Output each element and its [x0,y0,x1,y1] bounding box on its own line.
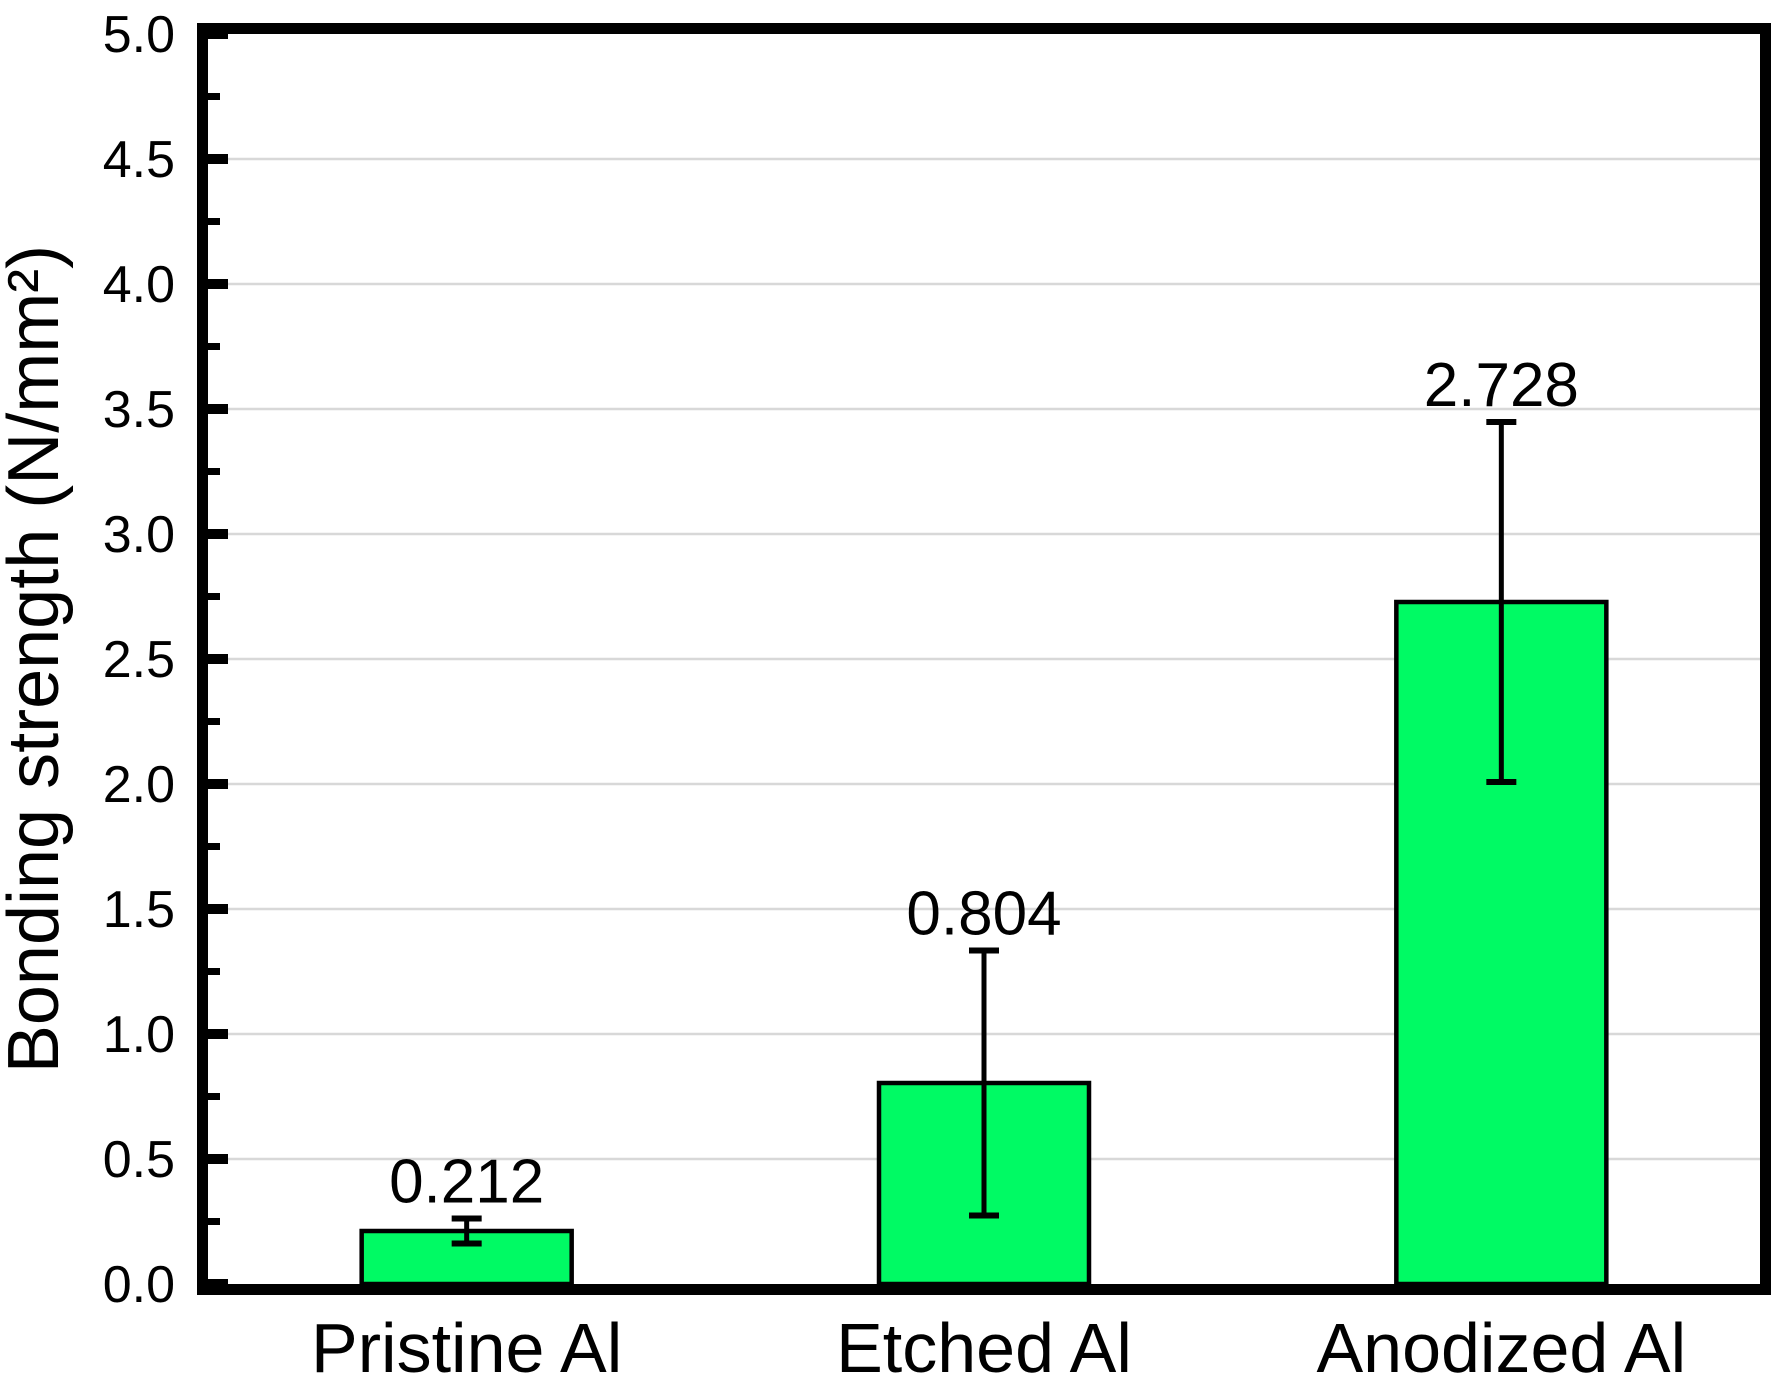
x-axis-category-labels: Pristine Al Etched Al Anodized Al [311,1309,1686,1387]
y-tick-label-2.0: 2.0 [103,756,175,814]
error-bars [451,419,1517,1247]
value-label-pristine-al: 0.212 [389,1148,544,1217]
plot-frame [197,23,1771,1295]
y-tick-label-3.5: 3.5 [103,381,175,439]
y-tick-label-3.0: 3.0 [103,506,175,564]
error-bar-anodized-al [1486,419,1517,785]
y-tick-label-4.0: 4.0 [103,256,175,314]
x-category-label-anodized-al: Anodized Al [1316,1309,1686,1387]
y-tick-label-1.5: 1.5 [103,881,175,939]
y-tick-label-0.5: 0.5 [103,1131,175,1189]
y-tick-label-2.5: 2.5 [103,631,175,689]
y-tick-label-5.0: 5.0 [103,6,175,64]
value-label-anodized-al: 2.728 [1424,351,1579,420]
y-axis-ticks [204,29,228,1289]
y-axis-title: Bonding strength (N/mm²) [0,245,74,1073]
value-label-etched-al: 0.804 [906,880,1061,949]
y-tick-label-0.0: 0.0 [103,1256,175,1314]
y-axis-tick-labels: 0.0 0.5 1.0 1.5 2.0 2.5 3.0 3.5 4.0 4.5 5.0 [103,6,175,1314]
y-tick-label-1.0: 1.0 [103,1006,175,1064]
y-tick-label-4.5: 4.5 [103,131,175,189]
bar-value-labels: 0.212 0.804 2.728 [389,351,1579,1217]
gridlines [208,157,1760,1161]
error-bar-etched-al [969,947,999,1219]
error-bar-pristine-al [451,1215,482,1247]
x-category-label-etched-al: Etched Al [836,1309,1132,1387]
x-category-label-pristine-al: Pristine Al [311,1309,622,1387]
